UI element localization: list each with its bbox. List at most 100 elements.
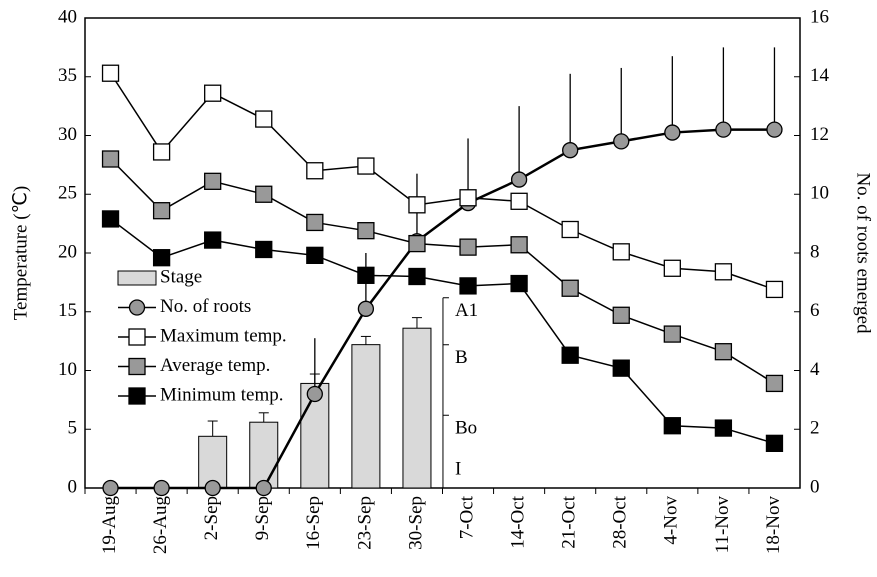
bar: [249, 421, 279, 489]
marker: [663, 417, 681, 435]
legend-label: Stage: [160, 266, 202, 287]
y2-tick-label: 16: [810, 6, 829, 27]
marker: [714, 419, 733, 437]
y2-tick-label: 8: [810, 241, 820, 262]
x-tick-label: 18-Nov: [763, 496, 784, 555]
marker: [613, 133, 630, 150]
marker: [204, 479, 221, 497]
bar: [198, 435, 228, 489]
marker: [459, 189, 477, 207]
marker: [408, 234, 426, 253]
legend-marker: [128, 328, 146, 346]
y2-tick-label: 6: [810, 300, 820, 321]
marker: [357, 157, 375, 175]
y-tick-label: 20: [58, 241, 77, 262]
marker: [204, 231, 222, 249]
marker: [306, 162, 324, 180]
y2-tick-label: 12: [810, 124, 829, 145]
marker: [101, 210, 120, 228]
legend-marker: [128, 357, 146, 376]
marker: [153, 479, 170, 497]
marker: [765, 434, 784, 453]
y-tick-label: 40: [58, 6, 77, 27]
marker: [561, 346, 579, 364]
marker: [101, 64, 120, 82]
marker: [306, 213, 324, 232]
marker: [765, 374, 784, 393]
x-tick-label: 26-Aug: [150, 496, 171, 555]
marker: [510, 171, 528, 188]
marker: [714, 263, 733, 281]
legend-swatch: [117, 270, 157, 286]
marker: [459, 238, 477, 256]
x-tick-label: 2-Sep: [201, 496, 222, 540]
marker: [510, 274, 528, 293]
legend-label: Maximum temp.: [160, 325, 287, 346]
x-tick-label: 19-Aug: [99, 496, 120, 555]
x-tick-label: 4-Nov: [661, 496, 682, 545]
marker: [612, 359, 630, 377]
x-tick-label: 30-Sep: [405, 496, 426, 550]
marker: [357, 222, 375, 240]
x-tick-label: 9-Sep: [252, 496, 273, 540]
marker: [510, 192, 528, 210]
y-tick-label: 25: [58, 183, 77, 204]
y-tick-label: 10: [58, 359, 77, 380]
marker: [306, 385, 323, 403]
x-tick-label: 23-Sep: [354, 496, 375, 550]
marker: [510, 236, 528, 254]
marker: [255, 479, 272, 497]
marker: [561, 279, 579, 297]
marker: [101, 150, 120, 168]
marker: [663, 325, 681, 343]
y-tick-label: 0: [68, 476, 78, 497]
marker: [204, 84, 222, 102]
x-tick-label: 7-Oct: [456, 495, 477, 539]
legend-label: Minimum temp.: [160, 384, 284, 405]
marker: [663, 259, 681, 277]
marker: [459, 277, 477, 295]
y-tick-label: 15: [58, 300, 77, 321]
marker: [255, 240, 273, 259]
marker: [152, 249, 171, 267]
bar: [351, 344, 381, 489]
marker: [204, 172, 222, 190]
stage-label: B: [455, 347, 468, 368]
y2-tick-label: 10: [810, 183, 829, 204]
line: [110, 128, 775, 490]
x-tick-label: 28-Oct: [610, 495, 631, 548]
marker: [357, 266, 375, 284]
marker: [766, 121, 783, 138]
marker: [152, 143, 171, 161]
y-tick-label: 5: [68, 418, 78, 439]
legend-marker: [128, 387, 146, 405]
bar: [402, 327, 432, 489]
marker: [612, 243, 630, 261]
x-tick-label: 21-Oct: [559, 495, 580, 548]
legend-label: Average temp.: [160, 355, 270, 376]
x-tick-label: 14-Oct: [507, 495, 528, 548]
y-tick-label: 30: [58, 124, 77, 145]
marker: [765, 280, 784, 299]
marker: [357, 300, 375, 317]
marker: [561, 220, 579, 239]
x-tick-label: 16-Sep: [303, 496, 324, 550]
y2-tick-label: 2: [810, 418, 820, 439]
y-axis-label: Temperature (℃): [10, 186, 31, 320]
stage-label: A1: [455, 300, 478, 321]
y-tick-label: 35: [58, 65, 77, 86]
legend-label: No. of roots: [160, 296, 251, 317]
marker: [715, 121, 732, 138]
y2-tick-label: 14: [810, 65, 830, 86]
marker: [408, 196, 426, 214]
marker: [102, 479, 119, 497]
marker: [408, 267, 426, 286]
legend-marker: [128, 299, 146, 316]
marker: [306, 246, 324, 265]
marker: [562, 142, 579, 159]
stage-label: Bo: [455, 418, 477, 439]
marker: [664, 124, 681, 141]
stage-label: I: [455, 459, 461, 480]
marker: [152, 202, 171, 220]
